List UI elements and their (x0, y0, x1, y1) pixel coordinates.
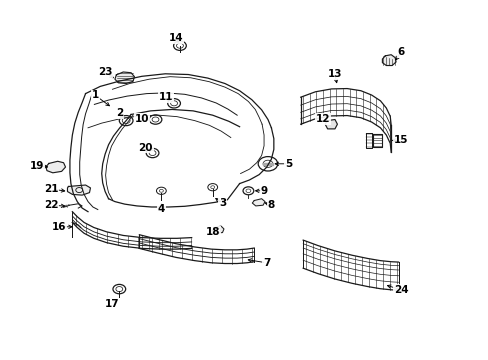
Text: 8: 8 (267, 200, 274, 210)
Text: 13: 13 (327, 69, 342, 79)
Text: 5: 5 (285, 159, 291, 169)
Polygon shape (67, 185, 90, 195)
Text: 2: 2 (116, 108, 123, 118)
Polygon shape (212, 226, 224, 233)
Polygon shape (325, 120, 337, 129)
Text: 3: 3 (219, 198, 225, 208)
Text: 9: 9 (260, 186, 267, 196)
Polygon shape (382, 55, 395, 66)
Text: 15: 15 (393, 135, 407, 145)
Polygon shape (252, 199, 264, 206)
Text: 6: 6 (397, 47, 404, 57)
Text: 24: 24 (393, 285, 407, 295)
Text: 11: 11 (159, 92, 173, 102)
Text: 17: 17 (105, 299, 120, 309)
Polygon shape (46, 161, 65, 173)
Text: 1: 1 (92, 90, 99, 100)
Text: 19: 19 (29, 161, 44, 171)
Text: 21: 21 (44, 184, 59, 194)
Text: 23: 23 (98, 67, 112, 77)
Text: 20: 20 (138, 143, 153, 153)
Text: 4: 4 (157, 204, 165, 214)
Text: 14: 14 (168, 33, 183, 43)
Text: 12: 12 (315, 114, 329, 124)
Polygon shape (115, 72, 134, 84)
Text: 16: 16 (51, 222, 66, 232)
Text: 22: 22 (44, 200, 59, 210)
Text: 7: 7 (262, 258, 270, 268)
Text: 18: 18 (205, 227, 220, 237)
Text: 10: 10 (134, 114, 149, 124)
